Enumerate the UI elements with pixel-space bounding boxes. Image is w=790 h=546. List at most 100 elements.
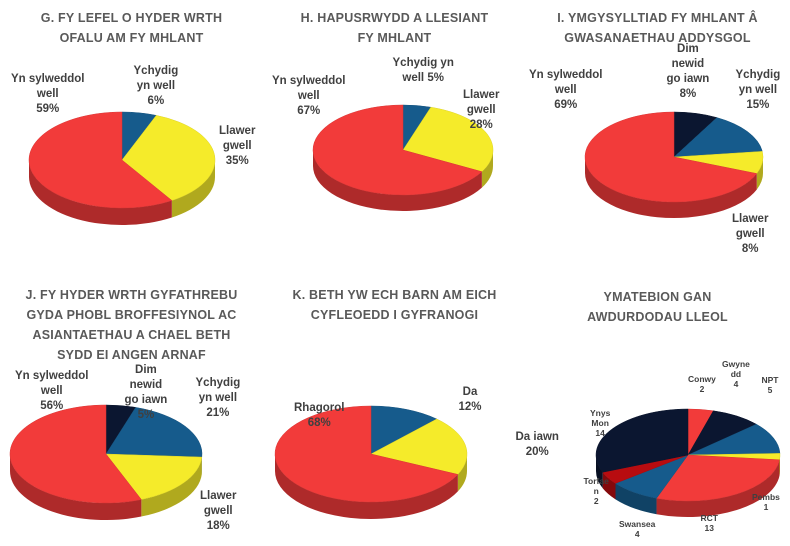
slice-label: Yn sylweddol well 69% — [529, 68, 603, 113]
slice-label-line: Dim — [677, 43, 699, 55]
chart-title-line: CYFLEOEDD I GYFRANOGI — [310, 308, 479, 322]
pie-chart — [9, 404, 203, 520]
pie-slice-side — [596, 455, 603, 489]
slice-label-line: Pembs — [752, 492, 780, 502]
pie-slice-side — [457, 454, 467, 492]
slice-label-line: Gwyne — [722, 359, 750, 369]
chart-panel-j: J. FY HYDER WRTH GYFATHREBU GYDA PHOBL BR… — [0, 273, 263, 546]
pie-slice — [274, 405, 459, 503]
pie-slice — [9, 404, 142, 504]
slice-label: Gwyne dd 4 — [722, 359, 750, 389]
pie-side-walls — [275, 454, 467, 519]
pie-chart — [595, 408, 781, 517]
pie-side-walls — [28, 160, 215, 226]
slice-label-line: NPT — [761, 375, 779, 385]
slice-label-line: Mon — [591, 418, 609, 428]
slice-label-line: Conwy — [688, 374, 716, 384]
slice-label-line: 8% — [741, 243, 759, 255]
pie-slice-side — [171, 160, 215, 218]
slice-label: Conwy 2 — [688, 374, 716, 394]
slice-label-line: gwell — [735, 228, 765, 240]
slice-label-line: 68% — [307, 417, 331, 429]
slice-label-line: 4 — [634, 529, 640, 539]
pie-slice — [656, 454, 780, 502]
slice-label: RCT 13 — [701, 513, 718, 533]
pie-slice-side — [481, 150, 493, 188]
pie-slice — [370, 405, 438, 455]
chart-title: YMATEBION GAN AWDURDODAU LLEOL — [526, 287, 789, 327]
slice-label-line: gwell — [222, 140, 252, 152]
slice-label: Pembs 1 — [752, 492, 780, 512]
pie-slice — [28, 111, 173, 209]
chart-panel-g: G. FY LEFEL O HYDER WRTH OFALU AM FY MHLA… — [0, 0, 263, 273]
chart-title-line: YMATEBION GAN — [603, 290, 712, 304]
pie-slice — [105, 453, 203, 500]
slice-label: Ychydig yn well 21% — [196, 376, 241, 421]
chart-title: K. BETH YW ECH BARN AM EICH CYFLEOEDD I G… — [263, 285, 526, 325]
slice-label: Llawer gwell 28% — [463, 88, 499, 133]
slice-label: Ychydig yn well 15% — [736, 68, 781, 113]
slice-label-line: Ychydig yn — [392, 57, 454, 69]
slice-label-line: go iawn — [666, 73, 710, 85]
chart-title: I. YMGYSYLLTIAD FY MHLANT Â GWASANAETHAU … — [526, 8, 789, 48]
chart-title-line: K. BETH YW ECH BARN AM EICH — [292, 288, 497, 302]
slice-label: Llawer gwell 8% — [732, 212, 768, 257]
slice-label-line: 35% — [225, 155, 249, 167]
chart-title-line: FY MHLANT — [357, 31, 432, 45]
pie-slice — [595, 408, 689, 473]
slice-label-line: Da — [462, 386, 478, 398]
slice-label-line: Ychydig — [133, 65, 179, 77]
slice-label-line: 5 — [767, 385, 773, 395]
pie-slice — [687, 423, 781, 456]
slice-label-line: Rhagorol — [294, 402, 345, 414]
slice-label-line: Yn sylweddol — [15, 370, 89, 382]
slice-label: Ychydig yn well 5% — [393, 56, 454, 86]
slice-label-line: well 5% — [402, 72, 444, 84]
chart-title-line: GYDA PHOBL BROFFESIYNOL AC — [26, 308, 237, 322]
slice-label-line: Llawer — [732, 213, 769, 225]
slice-label-line: well — [40, 385, 63, 397]
pie-slice — [402, 106, 494, 172]
pie-slice-side — [656, 459, 780, 517]
pie-slice-side — [615, 483, 657, 515]
slice-label-line: Da iawn — [515, 431, 559, 443]
slice-label-line: 20% — [525, 446, 549, 458]
slice-label-line: Torfae — [583, 476, 609, 486]
slice-label-line: Yn sylweddol — [272, 75, 346, 87]
slice-label-line: 28% — [469, 119, 493, 131]
slice-label-line: 2 — [699, 384, 705, 394]
pie-slice — [121, 115, 216, 201]
pie-slice — [105, 407, 203, 458]
slice-label: Ychydig yn well 6% — [134, 64, 179, 109]
slice-label-line: Swansea — [619, 519, 656, 529]
slice-label: Dim newid go iawn 8% — [667, 42, 710, 102]
slice-label-line: gwell — [466, 104, 496, 116]
slice-label-line: 69% — [554, 99, 578, 111]
slice-label-line: Dim — [135, 364, 157, 376]
pie-slice-side — [313, 150, 482, 212]
slice-label-line: 1 — [763, 502, 769, 512]
slice-label-line: go iawn — [124, 394, 168, 406]
slice-label-line: Ynys — [590, 408, 611, 418]
slice-label: NPT 5 — [762, 375, 779, 395]
slice-label: Ynys Mon 14 — [590, 408, 610, 438]
slice-label-line: 2 — [593, 496, 599, 506]
pie-slice-side — [585, 157, 757, 218]
slice-label-line: yn well — [136, 80, 176, 92]
chart-title-line: SYDD EI ANGEN ARNAF — [57, 348, 206, 362]
pie-chart — [312, 104, 494, 212]
slice-label-line: Yn sylweddol — [11, 73, 85, 85]
pie-slice-side — [756, 157, 763, 190]
chart-title-line: OFALU AM FY MHLANT — [59, 31, 204, 45]
slice-label-line: well — [297, 90, 320, 102]
pie-slice — [673, 117, 763, 158]
slice-label-line: Llawer — [463, 89, 500, 101]
slice-label: Dim newid go iawn 5% — [125, 363, 168, 423]
slice-label-line: well — [36, 88, 59, 100]
pie-slice-side — [602, 472, 616, 500]
slice-label-line: Yn sylweddol — [529, 69, 603, 81]
slice-label-line: 6% — [147, 95, 165, 107]
slice-label-line: Ychydig — [195, 377, 241, 389]
slice-label-line: 56% — [40, 400, 64, 412]
chart-panel-la: YMATEBION GAN AWDURDODAU LLEOL Conwy 2 Gwyne… — [526, 273, 789, 546]
